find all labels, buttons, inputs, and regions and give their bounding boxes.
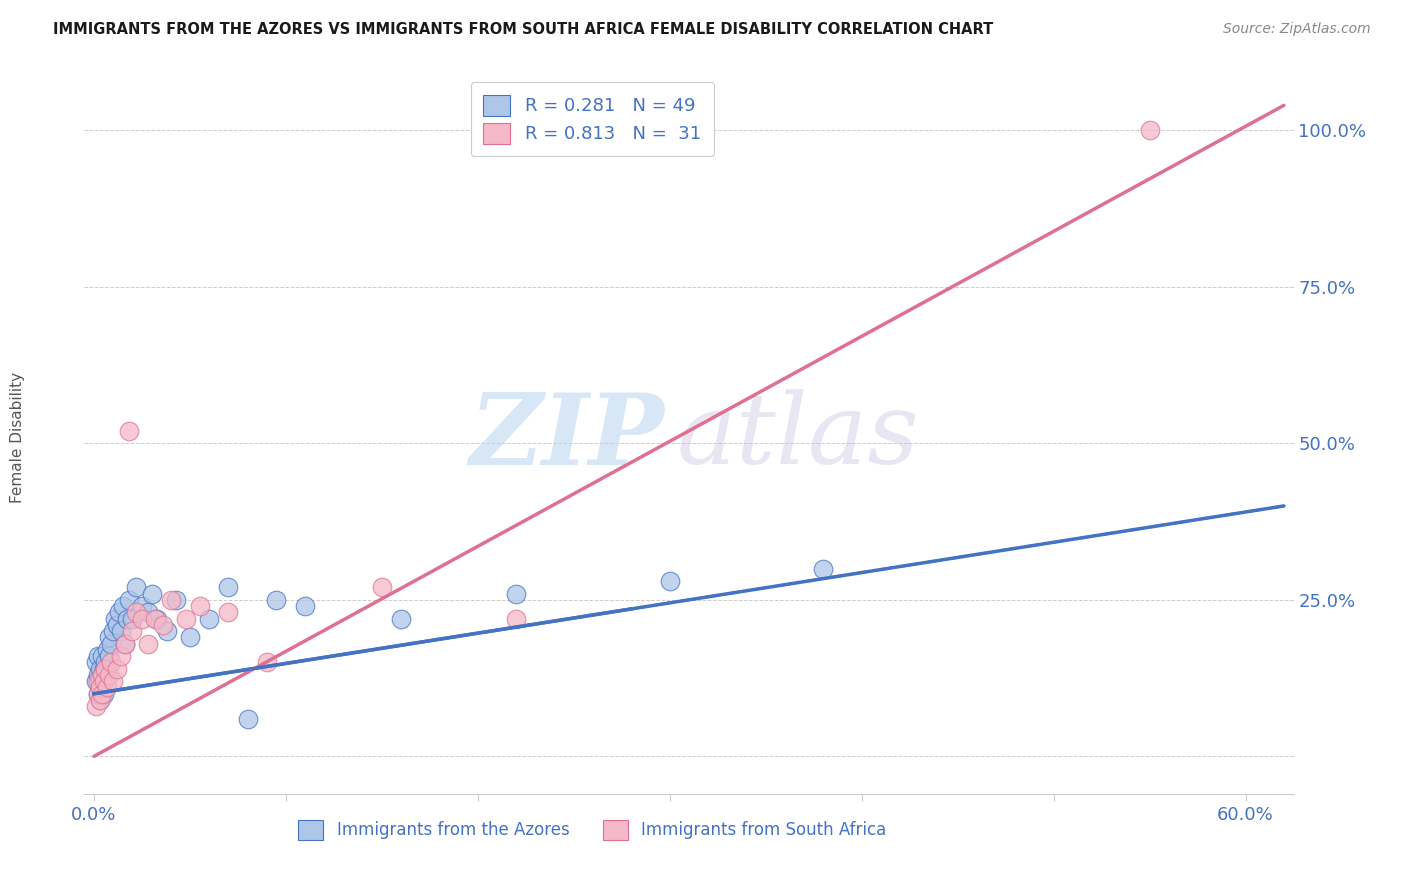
Point [131,612,153,626]
Point [90,681,112,695]
Point [179,631,201,645]
Point [93,687,115,701]
Point [89,662,111,676]
Point [658,574,681,588]
Point [104,612,127,626]
Point [87,649,110,664]
Point [121,624,143,639]
Point [114,637,136,651]
Point [152,618,174,632]
Point [101,674,124,689]
Point [89,681,111,695]
Point [125,580,148,594]
Point [84,656,107,670]
Point [87,687,110,701]
Text: Source: ZipAtlas.com: Source: ZipAtlas.com [1223,22,1371,37]
Text: Female Disability: Female Disability [10,371,25,503]
Point [505,586,527,600]
Point [505,612,527,626]
Point [89,674,111,689]
Point [371,580,394,594]
Point [117,592,139,607]
Point [111,599,134,613]
Point [389,612,412,626]
Point [84,699,107,714]
Point [114,637,136,651]
Point [96,643,118,657]
Point [84,674,107,689]
Point [94,656,117,670]
Point [108,605,131,619]
Point [145,612,167,626]
Point [117,424,139,438]
Point [89,693,111,707]
Point [93,662,115,676]
Point [217,580,239,594]
Point [93,674,115,689]
Point [125,605,148,619]
Point [198,612,221,626]
Point [110,624,132,639]
Point [90,649,112,664]
Text: ZIP: ZIP [470,389,665,485]
Point [90,668,112,682]
Point [166,592,188,607]
Point [87,687,110,701]
Point [131,599,153,613]
Legend: Immigrants from the Azores, Immigrants from South Africa: Immigrants from the Azores, Immigrants f… [291,814,893,847]
Point [174,612,197,626]
Point [813,561,835,575]
Point [98,631,121,645]
Point [188,599,211,613]
Point [266,592,288,607]
Point [98,668,121,682]
Point [121,612,143,626]
Point [96,681,118,695]
Point [90,668,112,682]
Point [94,662,117,676]
Point [136,637,159,651]
Point [87,668,110,682]
Point [256,656,278,670]
Point [159,592,181,607]
Point [89,693,111,707]
Point [105,662,128,676]
Point [90,687,112,701]
Point [98,649,121,664]
Point [100,637,122,651]
Text: IMMIGRANTS FROM THE AZORES VS IMMIGRANTS FROM SOUTH AFRICA FEMALE DISABILITY COR: IMMIGRANTS FROM THE AZORES VS IMMIGRANTS… [53,22,994,37]
Text: atlas: atlas [676,390,920,484]
Point [100,656,122,670]
Point [115,612,138,626]
Point [236,712,259,726]
Point [96,662,118,676]
Point [156,624,179,639]
Point [141,586,163,600]
Point [110,649,132,664]
Point [136,605,159,619]
Point [89,681,111,695]
Point [294,599,316,613]
Point [87,674,110,689]
Point [101,624,124,639]
Point [217,605,239,619]
Point [105,618,128,632]
Point [93,674,115,689]
Point [146,612,169,626]
Point [94,668,117,682]
Point [1139,123,1161,137]
